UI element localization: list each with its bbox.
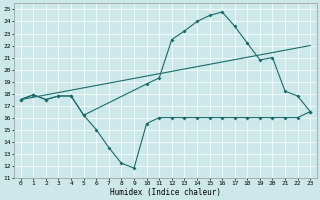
X-axis label: Humidex (Indice chaleur): Humidex (Indice chaleur) xyxy=(110,188,221,197)
